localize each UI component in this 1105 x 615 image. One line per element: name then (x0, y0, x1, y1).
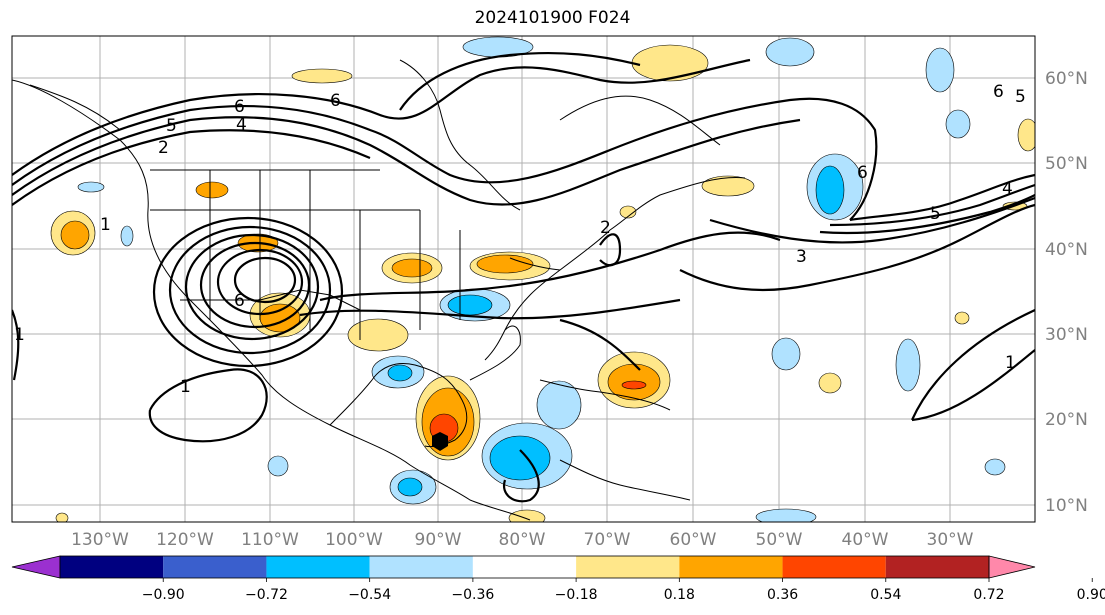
contour-label: 4 (236, 115, 247, 135)
patch (895, 338, 921, 392)
patch (765, 37, 815, 67)
contour-label: 6 (234, 97, 245, 117)
colorbar-tick-label: 0.18 (664, 587, 695, 603)
patch (631, 44, 709, 82)
lat-label: 40°N (1045, 240, 1088, 260)
contour-labels: 6 5 4 2 1 1 6 1 3 5 4 6 6 5 1 2 6 (14, 82, 1026, 397)
contour-label: 5 (930, 204, 941, 224)
patch (397, 477, 423, 497)
patch (347, 318, 409, 352)
patch (619, 205, 637, 219)
contour-label: 5 (1015, 87, 1026, 107)
patch (391, 258, 433, 278)
patch (815, 165, 845, 215)
patch (954, 311, 970, 325)
latitude-labels: 60°N 50°N 40°N 30°N 20°N 10°N (1045, 69, 1088, 516)
patch (508, 509, 546, 522)
contour-label: 6 (330, 91, 341, 111)
colorbar-tick-label: 0.90 (1077, 587, 1105, 603)
contour-label: 1 (180, 377, 191, 397)
patch (60, 220, 90, 250)
colorbar-bin (679, 556, 783, 578)
contour-label: 3 (796, 247, 807, 267)
patch (701, 175, 755, 197)
contour-label: 6 (234, 291, 245, 311)
patch (291, 68, 353, 84)
patch (476, 254, 534, 274)
patch (621, 380, 647, 390)
lon-label: 90°W (415, 530, 462, 550)
lat-label: 10°N (1045, 496, 1088, 516)
coastlines (12, 59, 746, 521)
contour-label: 2 (600, 218, 611, 238)
patch (195, 181, 229, 199)
colorbar-bin (369, 556, 473, 578)
colorbar-bin (885, 556, 989, 578)
lat-label: 30°N (1045, 325, 1088, 345)
lon-label: 120°W (156, 530, 214, 550)
contour-label: 6 (993, 82, 1004, 102)
colorbar-bin (782, 556, 886, 578)
patch (387, 364, 413, 382)
colorbar-bin (472, 556, 577, 578)
patch (1017, 118, 1035, 152)
colorbar-tick-label: −0.54 (348, 587, 391, 603)
patch (925, 47, 955, 93)
storm-marker-icon (432, 432, 448, 451)
contour-label: 1 (14, 325, 25, 345)
patch (984, 458, 1006, 476)
contours (12, 51, 1035, 503)
colorbar-bin (576, 556, 680, 578)
colorbar-tick-label: −0.18 (555, 587, 598, 603)
colorbar-tick-label: 0.36 (767, 587, 798, 603)
patch (771, 337, 801, 371)
map-border (11, 35, 1036, 523)
lat-label: 20°N (1045, 410, 1088, 430)
colorbar-tick-label: 0.72 (973, 587, 1004, 603)
contour-label: 6 (857, 163, 868, 183)
colorbar-extend-low (11, 555, 61, 579)
lon-label: 130°W (71, 530, 129, 550)
contour-label: 5 (166, 116, 177, 136)
patch (120, 225, 134, 247)
patch (755, 508, 817, 522)
patch (489, 435, 551, 481)
map-title: 2024101900 F024 (474, 8, 631, 28)
lon-label: 110°W (241, 530, 299, 550)
contour-label: 1 (100, 215, 111, 235)
colorbar-tick-label: 0.54 (870, 587, 901, 603)
lat-label: 50°N (1045, 154, 1088, 174)
lon-label: 40°W (842, 530, 889, 550)
contour-label: 1 (1005, 353, 1016, 373)
colorbar-frame (59, 555, 990, 579)
lon-label: 70°W (584, 530, 631, 550)
colorbar-extend-high (988, 555, 1036, 579)
patch (818, 372, 842, 394)
colorbar-tick-label: −0.36 (451, 587, 494, 603)
contour-label: 2 (158, 138, 169, 158)
longitude-labels: 130°W 120°W 110°W 100°W 90°W 80°W 70°W 6… (71, 530, 974, 550)
lat-label: 60°N (1045, 69, 1088, 89)
colorbar-bin (163, 556, 267, 578)
colorbar-bin (60, 556, 164, 578)
patch (55, 512, 69, 522)
patch (945, 109, 971, 139)
lon-label: 80°W (499, 530, 546, 550)
patch (536, 380, 582, 430)
lon-label: 50°W (756, 530, 803, 550)
patch (77, 181, 105, 193)
lon-label: 60°W (670, 530, 717, 550)
colorbar-bin (266, 556, 370, 578)
patch (267, 455, 289, 477)
lon-label: 100°W (325, 530, 383, 550)
colorbar-tick-label: −0.90 (142, 587, 185, 603)
colorbar: −0.90 −0.72 −0.54 −0.36 −0.18 0.18 0.36 0.54 0.7… (11, 555, 1105, 603)
contour-label: 4 (1002, 179, 1013, 199)
lon-label: 30°W (927, 530, 974, 550)
colorbar-tick-label: −0.72 (245, 587, 288, 603)
patch (447, 294, 493, 316)
